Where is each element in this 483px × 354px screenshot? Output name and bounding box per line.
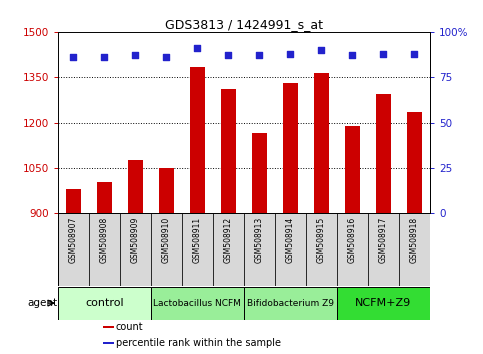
Bar [102, 326, 114, 328]
Point [349, 53, 356, 58]
FancyBboxPatch shape [306, 213, 337, 286]
Text: agent: agent [28, 298, 58, 308]
Bar [407, 112, 422, 213]
Point [194, 45, 201, 51]
Text: GSM508917: GSM508917 [379, 217, 388, 263]
Text: GSM508918: GSM508918 [410, 217, 419, 263]
Text: GSM508914: GSM508914 [286, 217, 295, 263]
Text: Bifidobacterium Z9: Bifidobacterium Z9 [247, 298, 334, 308]
Text: percentile rank within the sample: percentile rank within the sample [116, 338, 281, 348]
Text: control: control [85, 298, 124, 308]
Bar [190, 67, 205, 213]
Bar [313, 73, 329, 213]
Bar [345, 126, 360, 213]
Text: GSM508915: GSM508915 [317, 217, 326, 263]
Text: Lactobacillus NCFM: Lactobacillus NCFM [154, 298, 242, 308]
Point [380, 51, 387, 57]
FancyBboxPatch shape [368, 213, 399, 286]
Title: GDS3813 / 1424991_s_at: GDS3813 / 1424991_s_at [165, 18, 323, 31]
FancyBboxPatch shape [244, 287, 337, 320]
Bar [66, 189, 81, 213]
FancyBboxPatch shape [337, 287, 430, 320]
Point [70, 55, 77, 60]
Text: count: count [116, 322, 143, 332]
Bar [159, 168, 174, 213]
FancyBboxPatch shape [151, 287, 244, 320]
FancyBboxPatch shape [399, 213, 430, 286]
FancyBboxPatch shape [151, 213, 182, 286]
Bar [128, 160, 143, 213]
Bar [283, 83, 298, 213]
Point [163, 55, 170, 60]
FancyBboxPatch shape [120, 213, 151, 286]
Text: GSM508916: GSM508916 [348, 217, 357, 263]
Text: GSM508913: GSM508913 [255, 217, 264, 263]
Text: GSM508912: GSM508912 [224, 217, 233, 263]
Bar [221, 89, 236, 213]
FancyBboxPatch shape [244, 213, 275, 286]
Point [317, 47, 325, 53]
Bar [252, 133, 267, 213]
Bar [376, 94, 391, 213]
Text: GSM508911: GSM508911 [193, 217, 202, 263]
Point [411, 51, 418, 57]
Point [256, 53, 263, 58]
FancyBboxPatch shape [182, 213, 213, 286]
Point [100, 55, 108, 60]
Bar [97, 182, 112, 213]
FancyBboxPatch shape [275, 213, 306, 286]
FancyBboxPatch shape [213, 213, 244, 286]
FancyBboxPatch shape [89, 213, 120, 286]
Point [286, 51, 294, 57]
FancyBboxPatch shape [58, 213, 89, 286]
Point [131, 53, 139, 58]
Text: GSM508909: GSM508909 [131, 217, 140, 263]
Text: GSM508910: GSM508910 [162, 217, 171, 263]
Text: GSM508908: GSM508908 [100, 217, 109, 263]
Point [225, 53, 232, 58]
FancyBboxPatch shape [58, 287, 151, 320]
Text: GSM508907: GSM508907 [69, 217, 78, 263]
Bar [102, 342, 114, 343]
FancyBboxPatch shape [337, 213, 368, 286]
Text: NCFM+Z9: NCFM+Z9 [355, 298, 412, 308]
